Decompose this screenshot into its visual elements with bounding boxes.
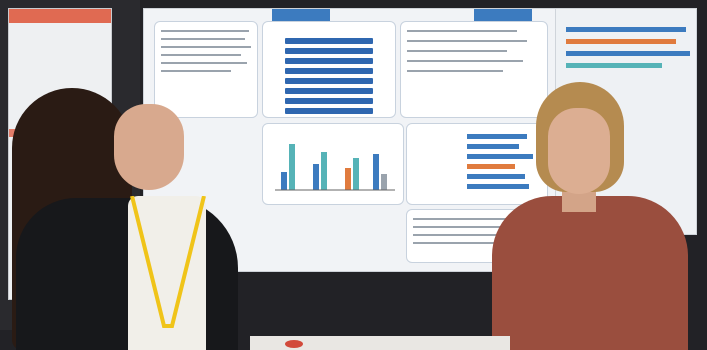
poster-bar-chart-panel [262,123,404,205]
poster-bar-chart [275,144,395,191]
text-line [161,30,249,32]
poster-text-panel [154,21,258,118]
text-line [407,50,507,52]
lanyard [130,196,206,328]
text-line [407,60,523,62]
chart-bar [381,174,387,190]
chart-bar [345,168,351,190]
top [492,196,688,350]
chart-hbar [467,164,515,169]
chart-hbar [467,174,525,179]
chart-hbar [467,184,529,189]
text-line [161,54,241,56]
chart-hbar [467,144,519,149]
topic-item [285,58,373,64]
chart-bar [321,152,327,190]
topic-item [285,88,373,94]
flower [285,340,303,348]
chart-bar [281,172,287,190]
poster-topics-panel [262,21,396,118]
chart-bar [313,164,319,190]
text-line [161,70,231,72]
chart-bar [353,158,359,190]
text-line [161,38,245,40]
topic-item [285,38,373,44]
bar [566,39,676,44]
topic-item [285,78,373,84]
chart-bar [373,154,379,190]
poster-hbar-chart-panel [406,123,548,205]
text-line [161,62,247,64]
poster-left-header-band [9,9,111,23]
face [548,108,610,194]
poster-hbar-chart [467,134,533,189]
table-edge [250,336,510,350]
topic-item [285,98,373,104]
poster-participants-panel [400,21,548,118]
text-line [413,226,539,228]
topic-item [285,48,373,54]
text-line [413,234,527,236]
text-line [413,242,533,244]
text-line [161,46,251,48]
topic-item [285,68,373,74]
text-line [407,70,503,72]
bar [566,63,662,68]
text-line [407,30,517,32]
poster-main-header-tab [272,9,330,21]
text-line [407,40,527,42]
chart-hbar [467,134,527,139]
poster-main-header-tab-right [474,9,532,21]
face [114,104,184,190]
chart-bar [289,144,295,190]
topic-item [285,108,373,114]
chart-hbar [467,154,533,159]
bar [566,27,686,32]
text-line [413,218,533,220]
bar [566,51,690,56]
